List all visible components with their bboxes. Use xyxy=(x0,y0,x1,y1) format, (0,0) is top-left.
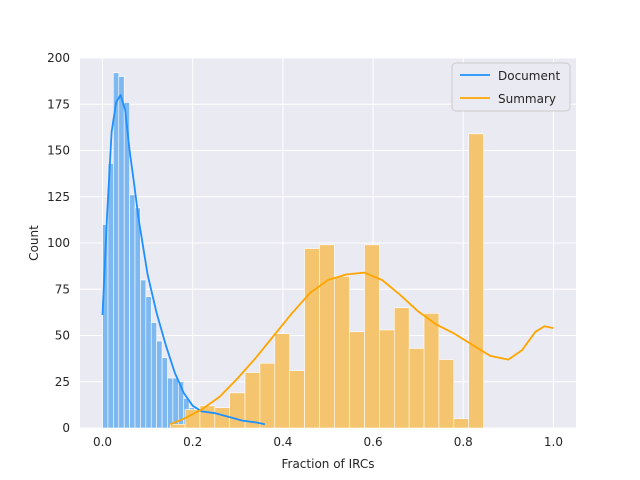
bar-summary-11 xyxy=(334,275,350,429)
bar-document-9 xyxy=(150,322,157,429)
y-tick-label-3: 75 xyxy=(55,282,70,296)
x-tick-label-4: 0.8 xyxy=(454,435,473,449)
bar-summary-17 xyxy=(423,312,440,429)
x-tick-label-3: 0.6 xyxy=(364,435,383,449)
bar-summary-0 xyxy=(169,423,186,429)
bar-summary-8 xyxy=(289,370,305,429)
bars xyxy=(102,72,484,429)
bar-document-1 xyxy=(107,163,114,429)
y-tick-label-0: 0 xyxy=(62,421,70,435)
bar-document-7 xyxy=(140,279,147,429)
kde-lines xyxy=(101,94,554,426)
legend-document-label: Document xyxy=(498,69,560,83)
legend: Document Summary xyxy=(451,62,571,112)
bar-summary-19 xyxy=(453,418,469,429)
x-ticks: 0.0 0.2 0.4 0.6 0.8 1.0 xyxy=(93,435,563,449)
y-tick-label-4: 100 xyxy=(47,236,70,250)
x-tick-label-5: 1.0 xyxy=(544,435,563,449)
bar-document-5 xyxy=(129,194,136,429)
bar-summary-4 xyxy=(229,392,246,429)
y-tick-label-5: 125 xyxy=(47,190,70,204)
bar-document-10 xyxy=(156,340,163,429)
bar-summary-3 xyxy=(214,407,231,429)
x-axis-label: Fraction of IRCs xyxy=(281,457,374,471)
bar-document-2 xyxy=(113,72,120,429)
bar-document-12 xyxy=(167,377,174,429)
bar-document-6 xyxy=(134,207,141,429)
bar-summary-5 xyxy=(244,372,261,429)
y-ticks: 0 25 50 75 100 125 150 175 200 xyxy=(47,51,70,435)
bar-document-8 xyxy=(145,296,152,429)
bar-summary-12 xyxy=(349,331,365,429)
y-axis-label: Count xyxy=(27,225,41,261)
y-tick-label-1: 25 xyxy=(55,375,70,389)
x-tick-label-0: 0.0 xyxy=(93,435,112,449)
legend-summary-label: Summary xyxy=(498,92,556,106)
bar-summary-10 xyxy=(319,244,335,429)
y-tick-label-7: 175 xyxy=(47,97,70,111)
bars-summary xyxy=(169,133,484,429)
bar-summary-18 xyxy=(438,359,455,429)
y-tick-label-8: 200 xyxy=(47,51,70,65)
bar-summary-13 xyxy=(364,244,380,429)
bar-summary-15 xyxy=(393,307,410,429)
bar-document-3 xyxy=(118,76,125,429)
bar-summary-20 xyxy=(468,133,484,429)
kde-line-document xyxy=(101,94,266,426)
x-tick-label-2: 0.4 xyxy=(273,435,292,449)
bar-document-11 xyxy=(161,357,168,429)
y-tick-label-2: 50 xyxy=(55,329,70,343)
y-tick-label-6: 150 xyxy=(47,144,70,158)
bar-summary-7 xyxy=(274,333,290,429)
bar-summary-14 xyxy=(379,329,395,429)
bar-summary-9 xyxy=(304,248,320,429)
x-tick-label-1: 0.2 xyxy=(183,435,202,449)
bar-summary-6 xyxy=(259,362,276,429)
bar-document-4 xyxy=(123,102,130,429)
kde-line-summary xyxy=(169,271,554,426)
bar-summary-16 xyxy=(408,348,425,429)
